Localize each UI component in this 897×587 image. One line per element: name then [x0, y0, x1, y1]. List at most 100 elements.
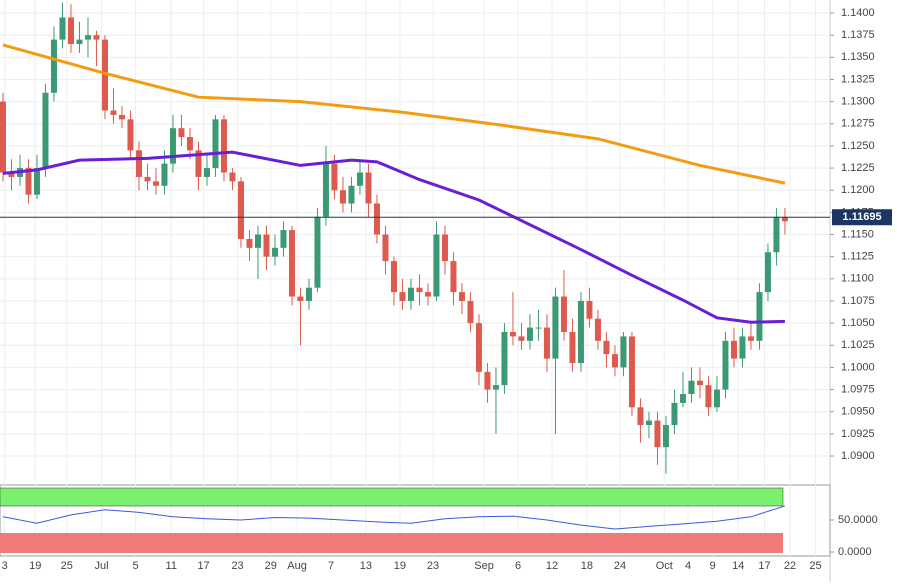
candle-body: [382, 234, 389, 262]
y-tick-label: 1.1350: [841, 51, 875, 63]
candle-body: [127, 119, 134, 151]
y-tick-label: 1.1375: [841, 29, 875, 41]
candle-body: [229, 172, 236, 182]
candle-body: [467, 300, 474, 324]
candle-body: [688, 380, 695, 395]
x-tick-label: 25: [809, 560, 821, 572]
candle-body: [348, 185, 355, 204]
candle-body: [407, 287, 414, 301]
candle-body: [611, 354, 618, 368]
candle-body: [501, 331, 508, 386]
candle-body: [526, 327, 533, 341]
candle-body: [637, 407, 644, 426]
candle-body: [203, 168, 210, 177]
candle-body: [297, 296, 304, 301]
candle-body: [586, 300, 593, 319]
candle-body: [603, 340, 610, 355]
x-tick-label: 6: [515, 560, 521, 572]
candle-body: [178, 128, 185, 138]
x-tick-label: 17: [197, 560, 209, 572]
y-tick-label: 1.1100: [841, 273, 874, 285]
candle-body: [620, 336, 627, 368]
x-tick-label: 25: [61, 560, 73, 572]
candle-body: [144, 176, 151, 182]
y-tick-label: 1.1050: [841, 317, 875, 329]
y-tick-label: 1.1025: [841, 339, 875, 351]
candle-body: [484, 371, 491, 390]
candle-body: [441, 234, 448, 262]
candle-body: [135, 150, 142, 177]
candle-body: [118, 114, 125, 120]
x-tick-label: Jul: [95, 560, 109, 572]
candle-body: [705, 385, 712, 408]
candle-body: [679, 394, 686, 403]
candle-body: [645, 420, 652, 426]
last-price-box: [832, 209, 892, 226]
x-tick-label: Oct: [656, 560, 673, 572]
candle-body: [59, 17, 66, 40]
y-tick-label: 1.0950: [841, 406, 875, 418]
y-tick-label: 1.1400: [841, 7, 875, 19]
candle-body: [713, 389, 720, 408]
candle-body: [42, 92, 49, 169]
candle-body: [416, 287, 423, 293]
y-tick-label: 50.0000: [838, 514, 878, 526]
candle-body: [722, 340, 729, 390]
y-tick-label: 1.1250: [841, 140, 875, 152]
x-tick-label: Sep: [474, 560, 494, 572]
candle-body: [594, 318, 601, 341]
candle-body: [152, 181, 159, 186]
x-tick-label: 4: [685, 560, 691, 572]
candle-body: [492, 385, 499, 390]
candle-body: [0, 101, 6, 173]
moving-average-line: [2, 150, 785, 324]
y-tick-label: 1.0900: [841, 450, 875, 462]
candle-body: [169, 128, 176, 164]
candle-body: [671, 402, 678, 426]
y-tick-label: 1.1225: [841, 162, 875, 174]
candle-body: [288, 230, 295, 297]
candle-body: [84, 35, 91, 40]
candle-body: [356, 172, 363, 186]
lower-zone: [0, 533, 783, 553]
candle-body: [628, 336, 635, 408]
candle-body: [773, 216, 780, 253]
candle-body: [458, 292, 465, 301]
y-tick-label: 0.0000: [838, 546, 872, 558]
x-tick-label: 19: [29, 560, 41, 572]
candle-body: [50, 39, 57, 93]
candle-body: [450, 261, 457, 293]
x-tick-label: 17: [758, 560, 770, 572]
candle-body: [186, 137, 193, 151]
candle-body: [424, 292, 431, 297]
candle-body: [696, 380, 703, 386]
y-tick-label: 1.1300: [841, 96, 875, 108]
candle-body: [756, 292, 763, 341]
candle-body: [33, 168, 40, 195]
candle-body: [76, 39, 83, 45]
candle-body: [305, 287, 312, 301]
x-tick-label: 14: [732, 560, 744, 572]
candle-body: [730, 340, 737, 359]
candle-body: [110, 110, 117, 115]
candle-body: [552, 296, 559, 359]
candle-body: [390, 261, 397, 293]
y-tick-label: 1.1150: [841, 228, 874, 240]
candle-body: [654, 420, 661, 448]
candle-body: [577, 300, 584, 363]
y-tick-label: 1.1125: [841, 251, 874, 263]
y-tick-label: 1.1000: [841, 361, 875, 373]
moving-average-line: [2, 43, 786, 185]
y-tick-label: 1.1075: [841, 295, 875, 307]
last-price-label: 1.11695: [842, 211, 881, 223]
candle-body: [246, 238, 253, 248]
y-tick-label: 1.0975: [841, 383, 875, 395]
candle-body: [373, 203, 380, 235]
candle-body: [263, 234, 270, 257]
x-tick-label: 23: [231, 560, 243, 572]
candle-body: [331, 163, 338, 191]
candle-body: [212, 119, 219, 169]
x-tick-label: 29: [265, 560, 277, 572]
